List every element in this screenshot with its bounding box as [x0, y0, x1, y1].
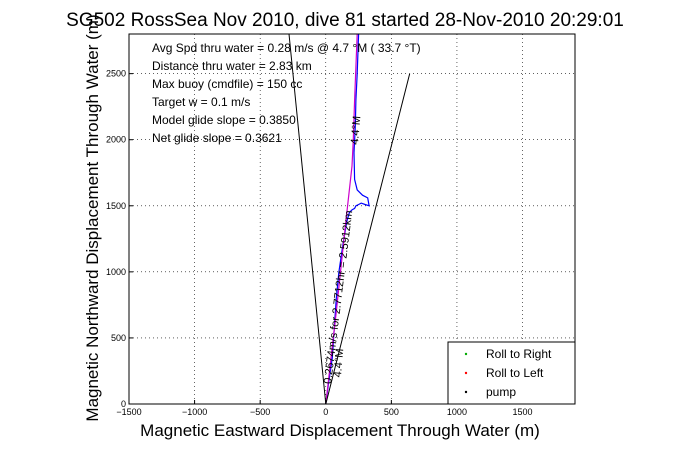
x-axis-label: Magnetic Eastward Displacement Through W… [140, 421, 540, 440]
y-tick-label: 500 [111, 333, 126, 343]
stats-line: Avg Spd thru water = 0.28 m/s @ 4.7 °M (… [152, 41, 421, 55]
y-tick-label: 2500 [106, 69, 126, 79]
stats-panel: Avg Spd thru water = 0.28 m/s @ 4.7 °M (… [152, 41, 421, 145]
y-tick-label: 1000 [106, 267, 126, 277]
x-tick-label: −1000 [182, 407, 207, 417]
x-tick-label: 1500 [513, 407, 533, 417]
series-line-2 [325, 33, 358, 405]
legend-label: Roll to Right [486, 347, 552, 361]
chart-title: SG502 RossSea Nov 2010, dive 81 started … [66, 10, 624, 31]
axis-ticks: −1500 −1000 −500 0 500 1000 1500 0 500 1000 1500 20… [106, 69, 533, 417]
legend-marker [464, 390, 468, 394]
stats-line: Distance thru water = 2.83 km [152, 59, 312, 73]
x-tick-label: 1000 [447, 407, 467, 417]
legend-box [447, 341, 576, 405]
y-tick-label: 1500 [106, 201, 126, 211]
stats-line: Max buoy (cmdfile) = 150 cc [152, 77, 302, 91]
legend: Roll to Right Roll to Left pump [447, 341, 576, 405]
y-tick-label: 0 [121, 399, 126, 409]
stats-line: Model glide slope = 0.3850 [152, 113, 296, 127]
legend-label: pump [486, 385, 516, 399]
stats-line: Target w = 0.1 m/s [152, 95, 250, 109]
x-tick-label: 0 [323, 407, 328, 417]
y-axis-label: Magnetic Northward Displacement Through … [83, 14, 102, 421]
axes-frame [128, 33, 576, 405]
heading-annotation: 4.4°M [349, 115, 363, 145]
x-tick-label: 500 [384, 407, 399, 417]
legend-label: Roll to Left [486, 366, 544, 380]
heading-annotation: 4.4°M [332, 348, 346, 378]
x-tick-label: −500 [250, 407, 270, 417]
legend-marker [464, 352, 468, 356]
annotations: 0.2674m/s for 2.7712hr = 2.5912km4.4°M4.… [322, 115, 363, 384]
y-tick-label: 2000 [106, 135, 126, 145]
legend-marker [464, 371, 468, 375]
x-tick-label: −1500 [116, 407, 141, 417]
series-line-1 [325, 33, 370, 405]
stats-line: Net glide slope = 0.3621 [152, 131, 282, 145]
